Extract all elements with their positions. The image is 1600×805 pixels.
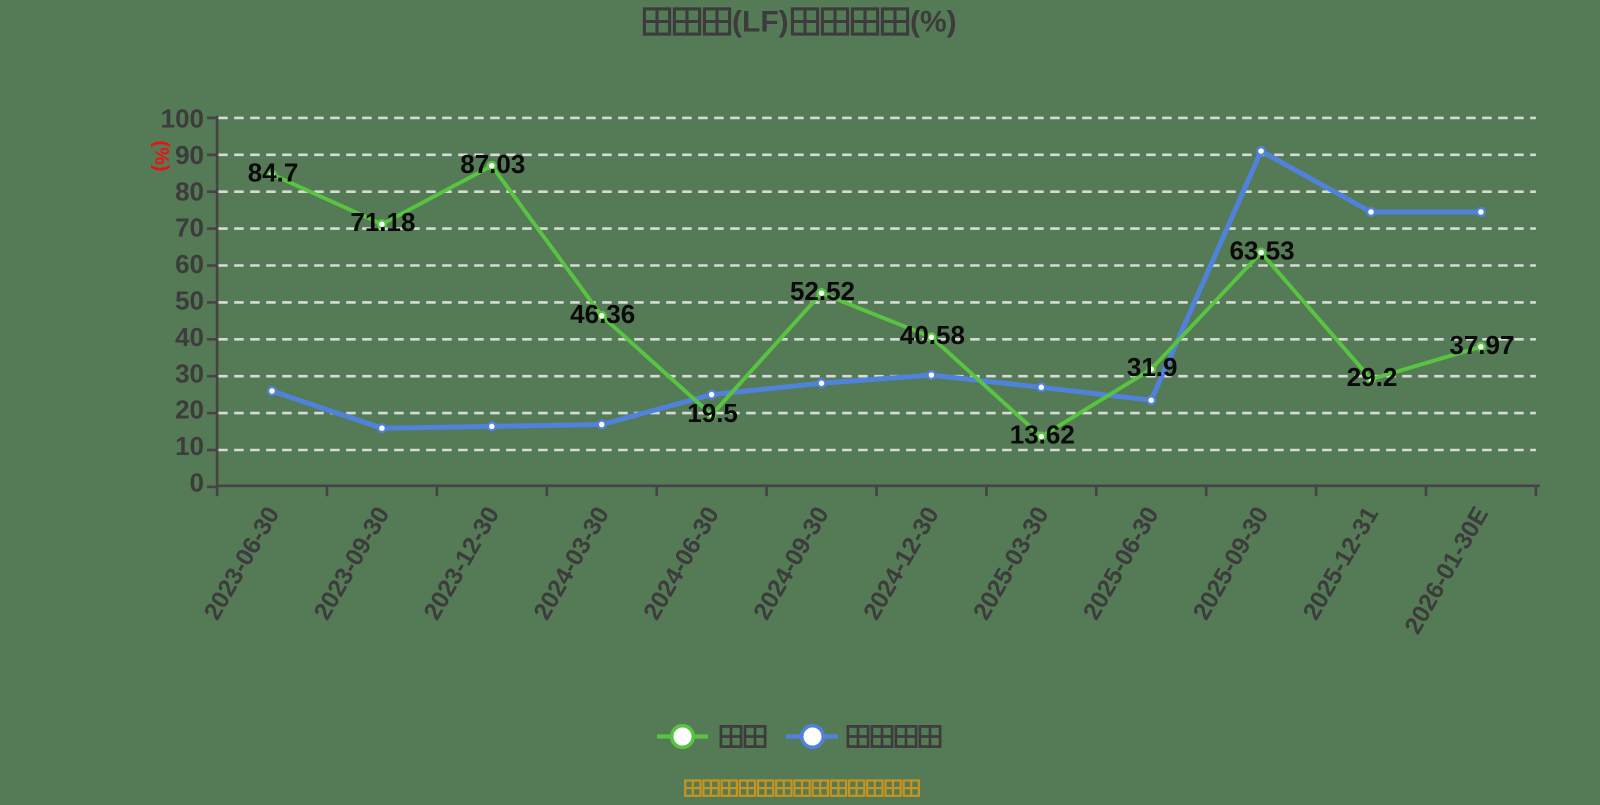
svg-text:31.9: 31.9 (1127, 352, 1178, 382)
svg-text:80: 80 (175, 176, 204, 206)
svg-text:(%): (%) (150, 140, 172, 171)
svg-text:40.58: 40.58 (900, 320, 965, 350)
svg-text:30: 30 (175, 358, 204, 388)
svg-text:13.62: 13.62 (1010, 420, 1075, 450)
svg-text:60: 60 (175, 249, 204, 279)
svg-text:19.5: 19.5 (687, 398, 738, 428)
svg-text:(LF): (LF) (732, 6, 789, 39)
svg-text:100: 100 (161, 104, 204, 134)
svg-text:10: 10 (175, 431, 204, 461)
svg-text:84.7: 84.7 (248, 157, 299, 187)
svg-text:70: 70 (175, 213, 204, 243)
svg-text:37.97: 37.97 (1449, 330, 1514, 360)
svg-text:90: 90 (175, 140, 204, 170)
svg-text:87.03: 87.03 (460, 149, 525, 179)
svg-text:71.18: 71.18 (350, 207, 415, 237)
svg-text:0: 0 (190, 468, 204, 498)
svg-text:40: 40 (175, 322, 204, 352)
svg-text:52.52: 52.52 (790, 276, 855, 306)
svg-text:(%): (%) (910, 6, 957, 39)
svg-text:46.36: 46.36 (570, 299, 635, 329)
svg-text:50: 50 (175, 286, 204, 316)
svg-text:20: 20 (175, 395, 204, 425)
svg-text:63.53: 63.53 (1230, 236, 1295, 266)
svg-text:29.2: 29.2 (1347, 362, 1398, 392)
